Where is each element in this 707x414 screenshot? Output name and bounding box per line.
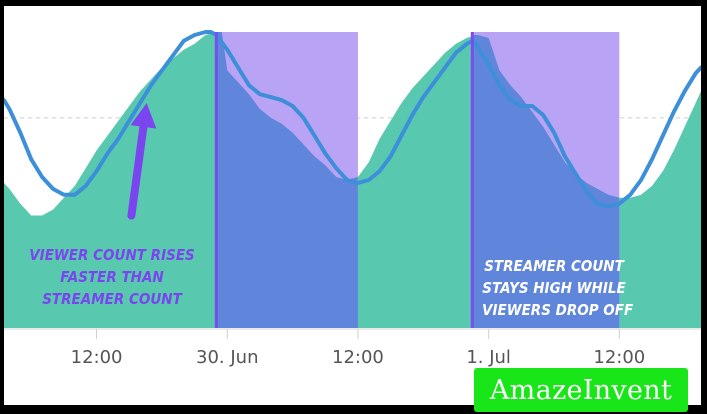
x-axis-tick-label: 12:00 [593,347,645,368]
chart-svg: 12:00 30. Jun 12:00 1. Jul 12:00 [4,30,701,368]
annotation-line: FASTER THAN [60,268,164,286]
chart-plot-area: 12:00 30. Jun 12:00 1. Jul 12:00 VIEWER COUN… [4,6,701,405]
annotation-line: STREAMER COUNT [42,290,182,308]
annotation-streamer-count-stays-high: STREAMER COUNT STAYS HIGH WHILE VIEWERS … [474,255,634,321]
band-streamer-fill [216,32,358,328]
x-axis-tick-label: 30. Jun [196,347,258,368]
watermark-logo: AmazeInvent [474,368,688,412]
series-line-viewers [4,30,701,209]
x-axis-tick-label: 12:00 [71,347,123,368]
annotation-line: STREAMER COUNT [484,257,624,275]
x-axis-tick-label: 1. Jul [466,347,511,368]
annotation-arrow-shaft [127,122,148,220]
band-streamer-fill [472,35,620,328]
annotation-viewer-count-rises: VIEWER COUNT RISES FASTER THAN STREAMER … [20,244,204,310]
annotation-line: VIEWERS DROP OFF [482,301,634,319]
annotation-line: VIEWER COUNT RISES [29,246,195,264]
annotation-arrow-head [130,103,157,129]
x-axis-tick-label: 12:00 [332,347,384,368]
annotation-line: STAYS HIGH WHILE [482,279,626,297]
